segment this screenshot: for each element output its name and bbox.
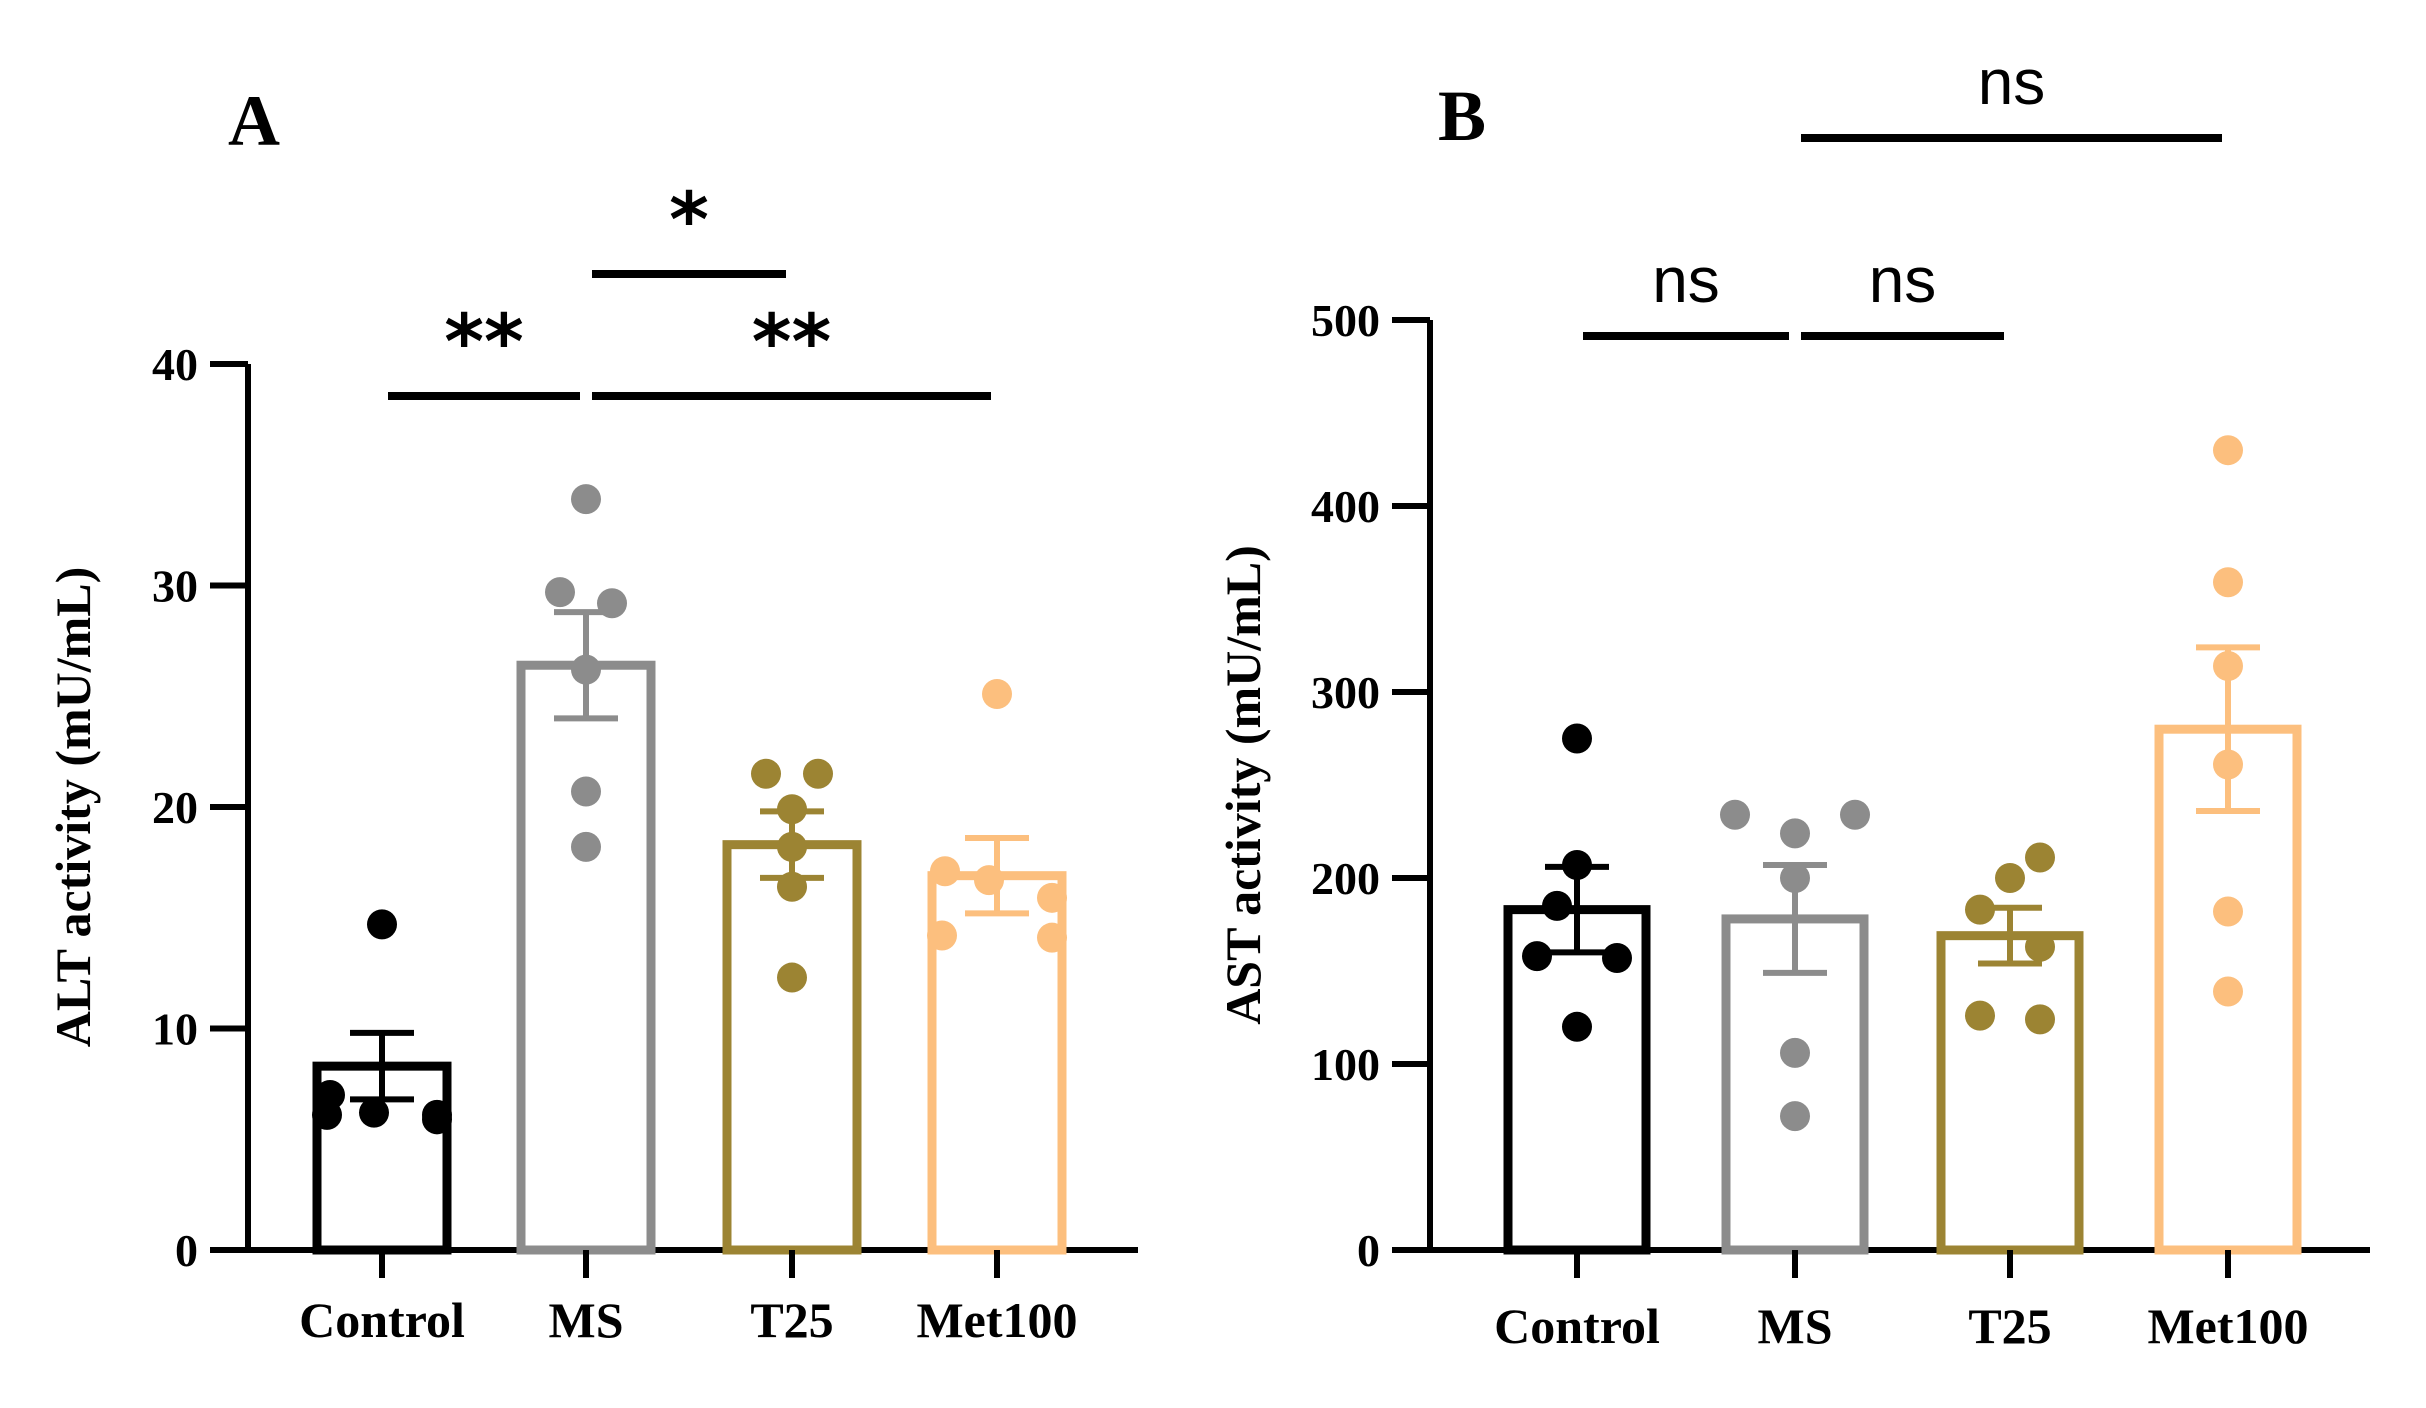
panel-label: B <box>1438 76 1486 156</box>
x-tick-label: Met100 <box>2147 1298 2308 1354</box>
data-point <box>1037 882 1067 913</box>
data-point <box>927 920 957 951</box>
data-point <box>571 776 601 807</box>
data-point <box>312 1099 342 1130</box>
data-point <box>571 484 601 515</box>
data-point <box>2025 931 2055 962</box>
panel-b-ast-chart: B AST activity (mU/mL) 0 100 200 300 400 500 Con… <box>1215 46 2370 1354</box>
data-point <box>1602 942 1632 973</box>
data-point <box>1780 1101 1810 1132</box>
data-point <box>1965 1000 1995 1031</box>
x-tick-label: Control <box>1494 1298 1660 1354</box>
data-point <box>2213 749 2243 780</box>
data-point <box>2213 650 2243 681</box>
x-tick-label: T25 <box>1968 1298 2051 1354</box>
data-point <box>2213 896 2243 927</box>
data-point <box>1965 894 1995 925</box>
data-point <box>597 588 627 619</box>
y-axis-label: ALT activity (mU/mL) <box>45 567 101 1048</box>
y-tick-label: 400 <box>1311 481 1380 532</box>
significance-label: ** <box>444 297 524 386</box>
y-tick-label: 200 <box>1311 853 1380 904</box>
y-tick-label: 20 <box>152 782 198 833</box>
data-point <box>2213 567 2243 598</box>
y-tick-label: 30 <box>152 561 198 612</box>
data-point <box>571 831 601 862</box>
data-point <box>367 909 397 940</box>
data-point <box>2025 1004 2055 1035</box>
y-tick-label: 10 <box>152 1004 198 1055</box>
significance-label: ns <box>1652 244 1720 316</box>
data-point <box>1780 1037 1810 1068</box>
data-point <box>974 865 1004 896</box>
x-tick-label: Met100 <box>916 1292 1077 1348</box>
significance-label: * <box>669 175 709 264</box>
data-point <box>1995 863 2025 893</box>
y-axis-label: AST activity (mU/mL) <box>1215 545 1271 1025</box>
data-point <box>777 962 807 993</box>
significance-label: ns <box>1978 46 2046 118</box>
data-point <box>1542 890 1572 921</box>
data-point <box>777 794 807 825</box>
data-point <box>803 758 833 789</box>
data-point <box>1522 941 1552 972</box>
y-tick-label: 100 <box>1311 1039 1380 1090</box>
y-tick-label: 0 <box>175 1225 198 1276</box>
data-point <box>2213 976 2243 1007</box>
y-tick-label: 300 <box>1311 667 1380 718</box>
data-point <box>777 831 807 862</box>
data-point <box>1562 1011 1592 1042</box>
data-point <box>571 654 601 685</box>
y-tick-label: 40 <box>152 339 198 390</box>
x-tick-label: T25 <box>750 1292 833 1348</box>
panel-a-alt-chart: A ALT activity (mU/mL) 0 10 20 30 40 Control MS T… <box>45 81 1138 1348</box>
y-tick-label: 0 <box>1357 1225 1380 1276</box>
data-point <box>1562 723 1592 754</box>
data-point <box>1780 863 1810 893</box>
data-point <box>2025 842 2055 873</box>
data-point <box>359 1097 389 1128</box>
significance-label: ns <box>1869 244 1937 316</box>
data-point <box>982 679 1012 710</box>
bar-ms <box>516 660 656 1255</box>
x-tick-label: MS <box>1758 1298 1833 1354</box>
bar-t25 <box>722 840 862 1255</box>
data-point <box>1780 818 1810 849</box>
significance-label: ** <box>752 297 832 386</box>
x-tick-label: Control <box>299 1292 465 1348</box>
x-tick-label: MS <box>549 1292 624 1348</box>
data-point <box>1720 799 1750 830</box>
data-point <box>1840 799 1870 830</box>
data-point <box>1562 849 1592 880</box>
data-point <box>777 871 807 902</box>
y-tick-label: 500 <box>1311 295 1380 346</box>
data-point <box>545 577 575 608</box>
data-point <box>751 758 781 789</box>
data-point <box>1037 922 1067 953</box>
panel-label: A <box>228 81 280 161</box>
data-point <box>930 856 960 887</box>
data-point <box>422 1104 452 1135</box>
data-point <box>2213 435 2243 466</box>
bar-t25 <box>1936 931 2084 1255</box>
